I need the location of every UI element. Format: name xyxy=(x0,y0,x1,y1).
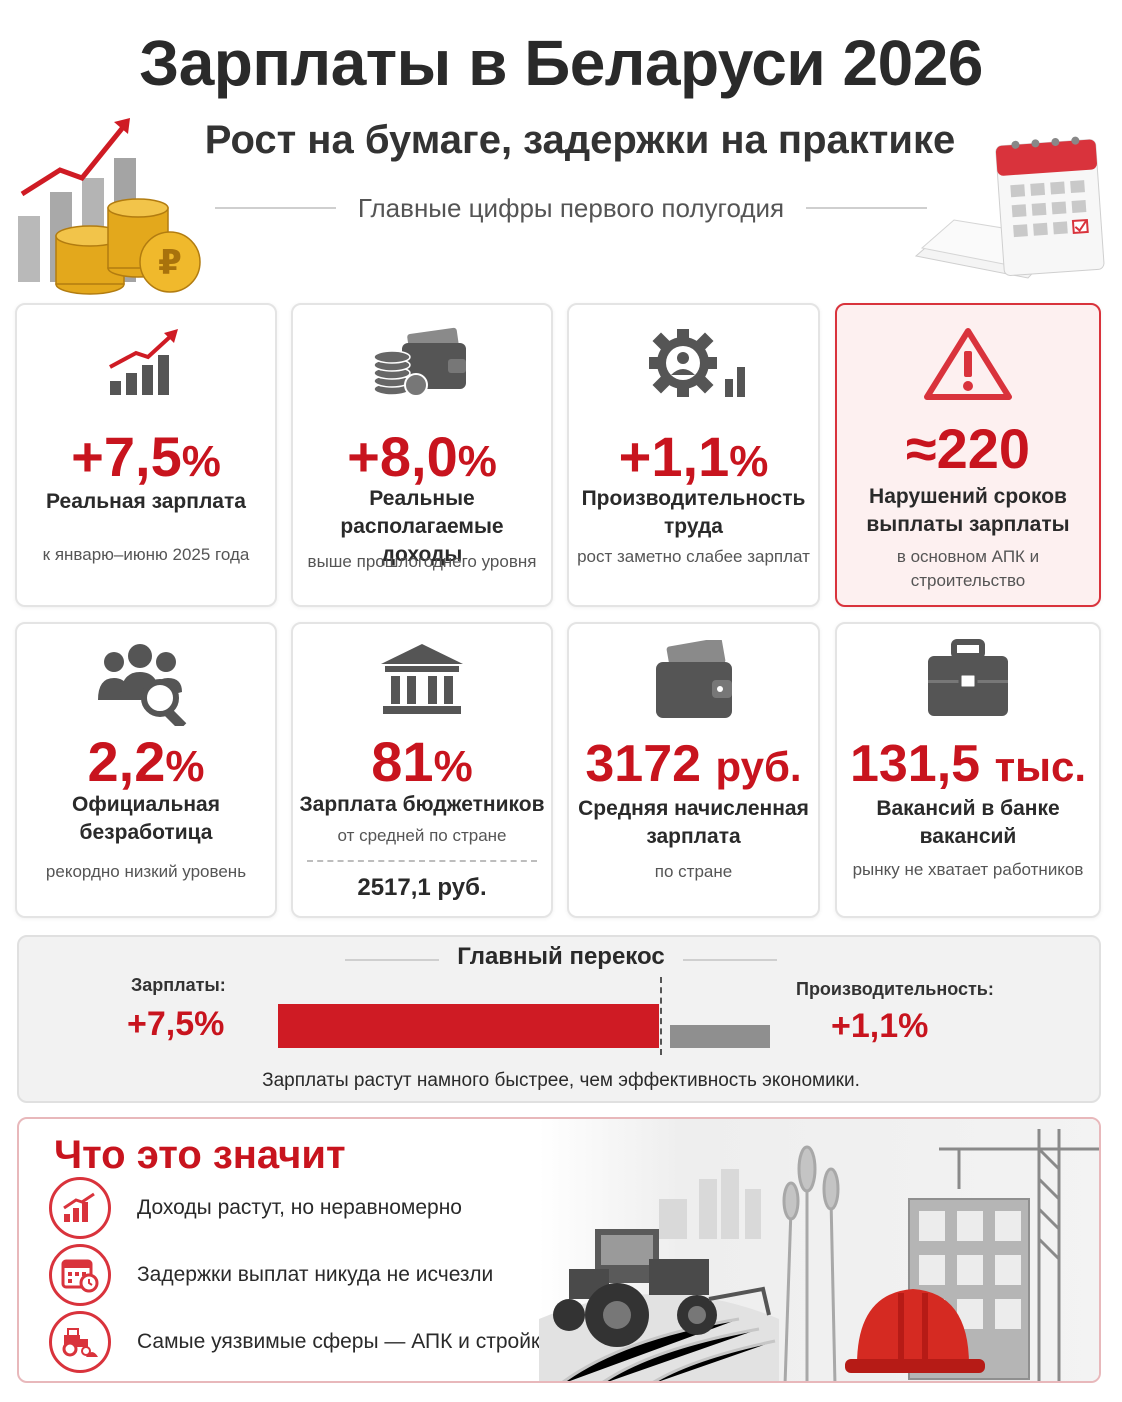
calendar-clock-icon xyxy=(49,1244,111,1306)
meaning-item-text: Самые уязвимые сферы — АПК и стройка xyxy=(137,1330,553,1353)
stat-value: +7,5 xyxy=(71,425,182,488)
stat-value: +8,0 xyxy=(347,425,458,488)
briefcase-icon xyxy=(837,638,1099,720)
stat-value: +1,1 xyxy=(618,425,730,488)
stat-value: ≈220 xyxy=(905,417,1031,480)
tagline: Главные цифры первого полугодия xyxy=(215,190,928,226)
stat-card-real-wage: +7,5% Реальная зарплата к январю–июню 20… xyxy=(15,303,277,607)
comparison-marker xyxy=(660,977,662,1055)
stat-unit: % xyxy=(433,742,473,791)
tagline-text: Главные цифры первого полугодия xyxy=(357,192,785,223)
stat-label: Вакансий в банке вакансий xyxy=(876,797,1060,848)
agriculture-construction-illustration xyxy=(539,1119,1099,1381)
stat-card-disposable-income: +8,0% Реальные располагаемые доходы выше… xyxy=(291,303,553,607)
stat-label: Нарушений сроков выплаты зарплаты xyxy=(866,485,1070,536)
wages-bar xyxy=(278,1004,659,1048)
stat-note: от средней по стране xyxy=(337,826,507,845)
stat-note: рекордно низкий уровень xyxy=(45,862,247,881)
stat-label: Средняя начисленная зарплата xyxy=(578,797,809,848)
wages-label: Зарплаты: xyxy=(131,975,226,995)
stat-unit: % xyxy=(165,742,205,791)
stat-note: в основном АПК и строительство xyxy=(896,547,1040,590)
stat-label: Реальная зарплата xyxy=(46,490,246,513)
warning-icon xyxy=(837,325,1099,401)
people-search-icon xyxy=(17,640,275,726)
tractor-helmet-icon xyxy=(49,1311,111,1373)
wallet-money-icon xyxy=(569,640,818,722)
wallet-coins-icon xyxy=(293,325,551,399)
stat-label: Зарплата бюджетников xyxy=(299,793,545,816)
stat-card-productivity: +1,1% Производительность труда рост заме… xyxy=(567,303,820,607)
comparison-caption: Зарплаты растут намного быстрее, чем эфф… xyxy=(262,1070,860,1091)
page-subtitle: Рост на бумаге, задержки на практике xyxy=(204,118,956,162)
wages-value: +7,5% xyxy=(127,1005,225,1043)
productivity-label: Производительность: xyxy=(796,979,994,999)
stat-label: Реальные располагаемые доходы xyxy=(340,487,504,566)
stat-value: 131,5 xyxy=(849,735,981,793)
stat-label: Официальная безработица xyxy=(72,793,220,844)
growth-chart-icon xyxy=(49,1177,111,1239)
meaning-item: Задержки выплат никуда не исчезли xyxy=(49,1244,493,1306)
stat-label: Производительность труда xyxy=(581,487,806,538)
comparison-title: Главный перекос xyxy=(439,943,683,970)
stat-unit: тыс. xyxy=(994,743,1087,790)
stat-unit: % xyxy=(729,437,769,486)
meaning-item: Самые уязвимые сферы — АПК и стройка xyxy=(49,1311,552,1373)
comparison-panel: Главный перекос Зарплаты: +7,5% Производ… xyxy=(17,935,1101,1103)
stat-note: рост заметно слабее зарплат xyxy=(577,547,810,566)
calendar-documents-illustration xyxy=(914,136,1105,279)
meaning-item-text: Доходы растут, но неравномерно xyxy=(137,1196,462,1219)
stat-extra-value: 2517,1 руб. xyxy=(357,874,487,901)
stat-note: рынку не хватает работников xyxy=(852,860,1084,879)
divider xyxy=(806,207,928,209)
stat-note: по стране xyxy=(654,862,733,881)
stat-value: 3172 xyxy=(585,735,702,793)
page-title: Зарплаты в Беларуси 2026 xyxy=(139,27,983,99)
divider xyxy=(307,860,537,862)
meaning-title: Что это значит xyxy=(54,1133,346,1177)
meaning-panel: Что это значит Доходы растут, но неравно… xyxy=(17,1117,1101,1383)
growth-chart-icon xyxy=(17,327,275,397)
stat-card-unemployment: 2,2% Официальная безработица рекордно ни… xyxy=(15,622,277,918)
stat-card-public-sector-wage: 81% Зарплата бюджетников от средней по с… xyxy=(291,622,553,918)
stat-card-average-wage: 3172 руб. Средняя начисленная зарплата п… xyxy=(567,622,820,918)
stat-unit: % xyxy=(457,437,497,486)
divider xyxy=(215,207,336,209)
stat-unit: % xyxy=(181,437,221,486)
productivity-bar xyxy=(670,1025,770,1048)
stat-note: выше прошлогоднего уровня xyxy=(307,552,537,571)
stat-card-wage-delays: ≈220 Нарушений сроков выплаты зарплаты в… xyxy=(835,303,1101,607)
stat-card-vacancies: 131,5 тыс. Вакансий в банке вакансий рын… xyxy=(835,622,1101,918)
meaning-item-text: Задержки выплат никуда не исчезли xyxy=(137,1263,494,1286)
productivity-value: +1,1% xyxy=(831,1007,929,1045)
divider xyxy=(345,959,465,961)
stat-unit: руб. xyxy=(715,743,802,790)
stat-value: 81 xyxy=(371,730,434,793)
stat-note: к январю–июню 2025 года xyxy=(42,545,250,564)
meaning-item: Доходы растут, но неравномерно xyxy=(49,1177,462,1239)
coins-growth-illustration: ₽ xyxy=(18,118,201,295)
gear-worker-icon xyxy=(569,323,818,403)
svg-text:₽: ₽ xyxy=(158,243,182,283)
divider xyxy=(657,959,777,961)
government-building-icon xyxy=(293,642,551,716)
stat-value: 2,2 xyxy=(87,730,166,793)
